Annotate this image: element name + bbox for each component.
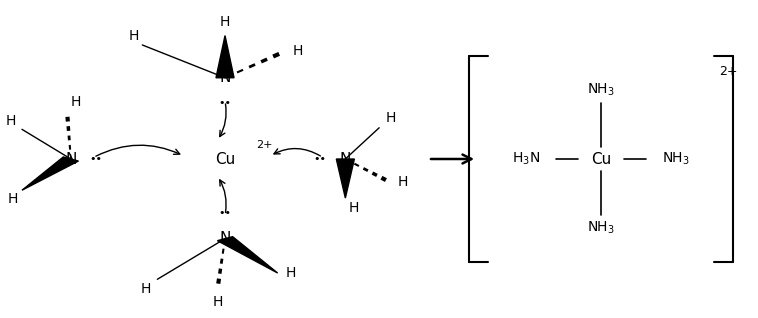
Text: ••: •• [89, 154, 102, 164]
Text: H: H [8, 192, 18, 206]
Text: ••: •• [218, 98, 231, 108]
Text: N: N [65, 151, 77, 167]
Polygon shape [337, 159, 355, 198]
Polygon shape [216, 36, 234, 78]
Text: N: N [219, 231, 230, 246]
Text: H: H [212, 295, 223, 309]
Text: H: H [293, 44, 303, 58]
Text: H: H [398, 176, 409, 190]
Polygon shape [22, 157, 78, 190]
Text: NH$_3$: NH$_3$ [662, 151, 691, 167]
Text: N: N [340, 151, 351, 167]
Text: H: H [285, 266, 296, 280]
Text: Cu: Cu [591, 151, 611, 167]
Text: H$_3$N: H$_3$N [512, 151, 540, 167]
Text: Cu: Cu [215, 151, 235, 167]
Text: H: H [220, 15, 230, 29]
Text: 2+: 2+ [257, 140, 273, 150]
Polygon shape [218, 237, 277, 273]
Text: H: H [385, 111, 396, 125]
Text: ••: •• [314, 154, 327, 164]
Text: H: H [128, 29, 139, 43]
Text: 2+: 2+ [719, 65, 738, 78]
Text: H: H [141, 282, 152, 296]
Text: N: N [219, 70, 230, 85]
Text: ••: •• [218, 208, 231, 218]
Text: H: H [349, 201, 359, 215]
Text: NH$_3$: NH$_3$ [587, 82, 615, 99]
Text: H: H [70, 95, 81, 109]
Text: NH$_3$: NH$_3$ [587, 219, 615, 236]
Text: H: H [5, 114, 16, 128]
